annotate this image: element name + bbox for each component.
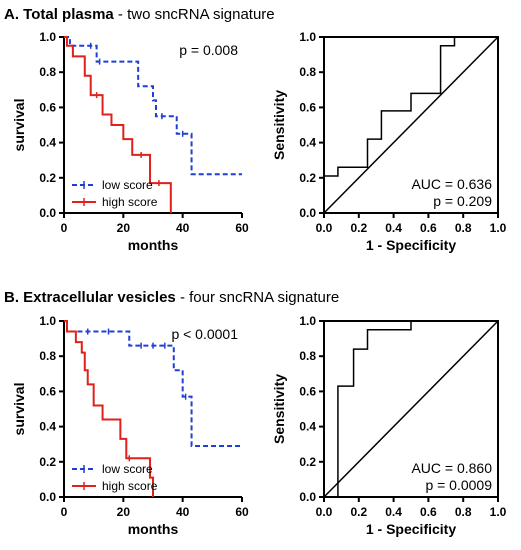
b-roc-y-tick-label: 0.8 (299, 349, 316, 363)
b-roc-x-tick-label: 1.0 (490, 505, 507, 519)
b-survival-y-tick-label: 0.8 (39, 349, 56, 363)
b-survival-x-tick-label: 60 (235, 505, 249, 519)
a-roc-x-tick-label: 0.0 (316, 221, 333, 235)
b-survival-x-axis-label: months (128, 521, 179, 537)
a-roc-y-tick-label: 0.8 (299, 65, 316, 79)
b-roc-y-tick-label: 0.2 (299, 455, 316, 469)
b-roc-y-tick-label: 0.6 (299, 384, 316, 398)
a-survival-series-low-line (64, 36, 242, 176)
a-roc-y-axis-label: Sensitivity (271, 90, 287, 160)
a-survival-x-tick-label: 60 (235, 221, 249, 235)
a-roc-p-value: p = 0.209 (433, 193, 492, 209)
a-roc-x-tick-label: 0.6 (420, 221, 437, 235)
b-survival-x-tick-label: 0 (61, 505, 68, 519)
a-survival-y-axis-label: survival (11, 99, 27, 152)
a-survival-legend-low-label: low score (102, 178, 153, 192)
a-survival-series-high-line (64, 36, 172, 213)
a-survival-y-tick-label: 0.0 (39, 206, 56, 220)
b-roc-x-tick-label: 0.4 (385, 505, 402, 519)
a-survival-y-tick-label: 0.2 (39, 171, 56, 185)
a-roc-x-axis-label: 1 - Specificity (366, 237, 456, 253)
a-roc-x-tick-label: 0.4 (385, 221, 402, 235)
b-survival-legend-high-label: high score (102, 479, 158, 493)
a-roc-y-tick-label: 0.0 (299, 206, 316, 220)
b-survival-p-value: p < 0.0001 (171, 326, 238, 342)
b-survival-series-high-line (64, 320, 154, 497)
a-roc-y-tick-label: 0.2 (299, 171, 316, 185)
a-roc-auc-value: AUC = 0.636 (411, 176, 492, 192)
a-roc-x-tick-label: 0.8 (455, 221, 472, 235)
b-survival-y-tick-label: 0.2 (39, 455, 56, 469)
a-roc-plot-frame (323, 36, 499, 214)
b-survival-y-tick-label: 0.4 (39, 420, 56, 434)
a-roc-y-tick-label: 0.4 (299, 136, 316, 150)
a-roc-reference-diagonal (323, 36, 499, 214)
a-survival-y-tick-label: 0.8 (39, 65, 56, 79)
b-roc-auc-value: AUC = 0.860 (411, 460, 492, 476)
b-roc-y-tick-label: 0.0 (299, 490, 316, 504)
a-survival-x-tick-label: 20 (117, 221, 131, 235)
a-roc-x-tick-label: 1.0 (490, 221, 507, 235)
b-roc-x-axis-label: 1 - Specificity (366, 521, 456, 537)
b-roc-roc-curve (324, 320, 498, 498)
b-survival-y-tick-label: 0.0 (39, 490, 56, 504)
b-roc-p-value: p = 0.0009 (425, 477, 492, 493)
a-survival-y-tick-label: 0.6 (39, 100, 56, 114)
a-survival-x-tick-label: 0 (61, 221, 68, 235)
b-roc-x-tick-label: 0.6 (420, 505, 437, 519)
b-roc-y-axis-label: Sensitivity (271, 374, 287, 444)
a-survival-x-tick-label: 40 (176, 221, 190, 235)
b-roc-reference-diagonal (323, 320, 499, 498)
b-survival-y-tick-label: 0.6 (39, 384, 56, 398)
section-a-title: A. Total plasma - two sncRNA signature (4, 6, 275, 23)
b-roc-y-tick-label: 0.4 (299, 420, 316, 434)
section-b-title: B. Extracellular vesicles - four sncRNA … (4, 289, 339, 306)
section-b-title-rest: - four sncRNA signature (175, 289, 340, 306)
a-roc-x-tick-label: 0.2 (350, 221, 367, 235)
a-roc-roc-curve (323, 36, 498, 213)
a-survival-legend-high-label: high score (102, 195, 158, 209)
a-survival-p-value: p = 0.008 (179, 42, 238, 58)
a-survival-y-tick-label: 0.4 (39, 136, 56, 150)
b-survival-x-tick-label: 20 (117, 505, 131, 519)
b-roc-y-tick-label: 1.0 (299, 314, 316, 328)
a-roc-y-tick-label: 0.6 (299, 100, 316, 114)
section-a-title-bold: A. Total plasma (4, 6, 114, 23)
b-survival-x-tick-label: 40 (176, 505, 190, 519)
b-survival-legend-low-label: low score (102, 462, 153, 476)
b-roc-x-tick-label: 0.0 (316, 505, 333, 519)
section-b-title-bold: B. Extracellular vesicles (4, 289, 176, 306)
a-survival-x-axis-label: months (128, 237, 179, 253)
section-a-title-rest: - two sncRNA signature (113, 6, 275, 23)
b-roc-x-tick-label: 0.8 (455, 505, 472, 519)
a-roc-y-tick-label: 1.0 (299, 30, 316, 44)
b-survival-y-axis-label: survival (11, 383, 27, 436)
b-roc-x-tick-label: 0.2 (350, 505, 367, 519)
a-survival-y-tick-label: 1.0 (39, 30, 56, 44)
b-survival-y-tick-label: 1.0 (39, 314, 56, 328)
